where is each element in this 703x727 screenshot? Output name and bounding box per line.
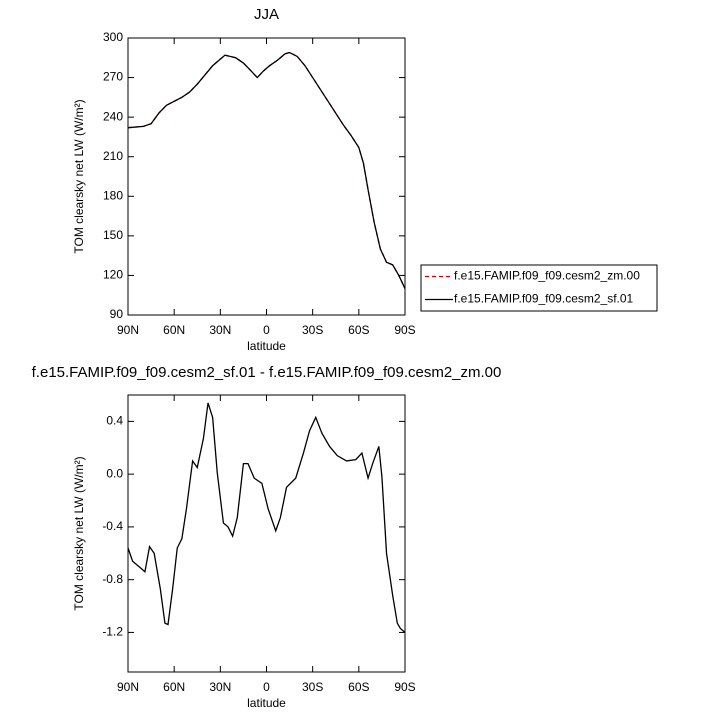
y-tick-label: -1.2 <box>102 625 123 639</box>
plot-frame <box>127 37 406 316</box>
y-tick-label: 0.4 <box>106 414 123 428</box>
y-tick-label: 150 <box>103 228 123 242</box>
x-tick-label: 60S <box>348 323 369 337</box>
x-tick-label: 30S <box>302 680 323 694</box>
y-tick-label: 0.0 <box>106 466 123 480</box>
legend-label: f.e15.FAMIP.f09_f09.cesm2_zm.00 <box>454 269 640 283</box>
y-tick-label: -0.4 <box>102 519 123 533</box>
x-tick-label: 30S <box>302 323 323 337</box>
series-line <box>127 51 406 289</box>
x-tick-label: 60S <box>348 680 369 694</box>
y-tick-label: 120 <box>103 268 123 282</box>
y-axis-label: TOM clearsky net LW (W/m²) <box>72 99 86 253</box>
y-axis-label: TOM clearsky net LW (W/m²) <box>72 456 86 610</box>
y-tick-label: 210 <box>103 149 123 163</box>
legend-box <box>420 264 658 312</box>
x-tick-label: 0 <box>263 323 270 337</box>
y-tick-label: 300 <box>103 30 123 44</box>
x-tick-label: 90N <box>117 323 139 337</box>
series-line <box>127 402 406 633</box>
y-tick-label: 180 <box>103 188 123 202</box>
x-tick-label: 60N <box>163 680 185 694</box>
x-tick-label: 60N <box>163 323 185 337</box>
plot-frame <box>127 394 406 673</box>
series-line <box>127 51 406 289</box>
x-tick-label: 90S <box>394 323 415 337</box>
x-axis-label: latitude <box>247 696 286 710</box>
x-tick-label: 30N <box>209 323 231 337</box>
legend-label: f.e15.FAMIP.f09_f09.cesm2_sf.01 <box>454 292 634 306</box>
y-tick-label: 240 <box>103 109 123 123</box>
x-tick-label: 90N <box>117 680 139 694</box>
x-tick-label: 90S <box>394 680 415 694</box>
chart-title: JJA <box>254 6 279 23</box>
chart-title: f.e15.FAMIP.f09_f09.cesm2_sf.01 - f.e15.… <box>32 364 502 381</box>
y-tick-label: -0.8 <box>102 572 123 586</box>
x-axis-label: latitude <box>247 339 286 353</box>
y-tick-label: 90 <box>110 307 124 321</box>
y-tick-label: 270 <box>103 70 123 84</box>
x-tick-label: 30N <box>209 680 231 694</box>
x-tick-label: 0 <box>263 680 270 694</box>
